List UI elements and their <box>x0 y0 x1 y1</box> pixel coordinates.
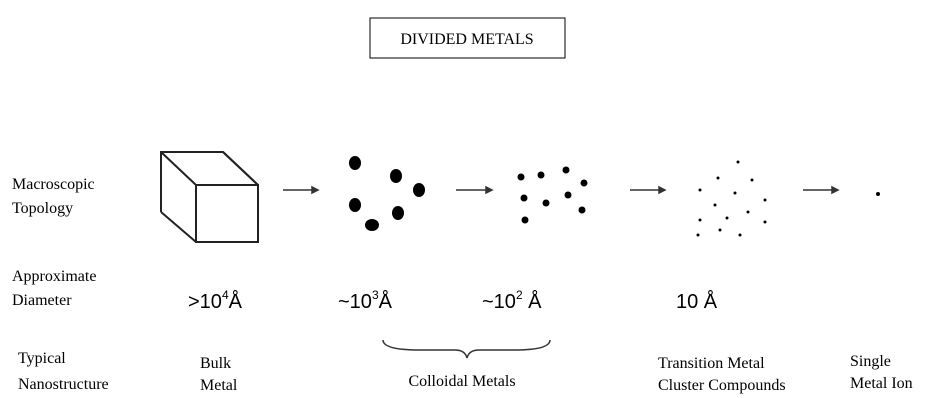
title: DIVIDED METALS <box>400 31 533 48</box>
row-label: Typical <box>18 350 66 367</box>
row-label: Macroscopic <box>12 176 95 193</box>
nanostructure: Metal <box>200 377 238 394</box>
row-label: Topology <box>12 200 73 217</box>
arrows <box>283 187 838 193</box>
nanostructure: Transition Metal <box>658 355 765 372</box>
diagram: DIVIDED METALS Macroscopic Topology Appr… <box>0 0 934 398</box>
row-label: Nanostructure <box>18 376 109 393</box>
nanostructure: Single <box>850 353 891 370</box>
cube <box>161 152 258 242</box>
row-label: Diameter <box>12 292 72 309</box>
diameter: >104Å <box>188 288 243 313</box>
nanostructure: Metal Ion <box>850 375 913 392</box>
nanostructure: Colloidal Metals <box>408 373 515 390</box>
medium-particles <box>518 167 588 224</box>
diameter: 10 Å <box>676 290 718 313</box>
row-label: Approximate <box>12 268 96 285</box>
brace <box>383 340 550 358</box>
large-particles <box>349 156 425 231</box>
small-particles <box>697 161 767 237</box>
nanostructure: Bulk <box>200 355 231 372</box>
diameter: ~103Å <box>338 288 393 313</box>
single-ion <box>876 192 880 196</box>
diameter: ~102 Å <box>482 288 542 313</box>
nanostructure: Cluster Compounds <box>658 377 786 394</box>
